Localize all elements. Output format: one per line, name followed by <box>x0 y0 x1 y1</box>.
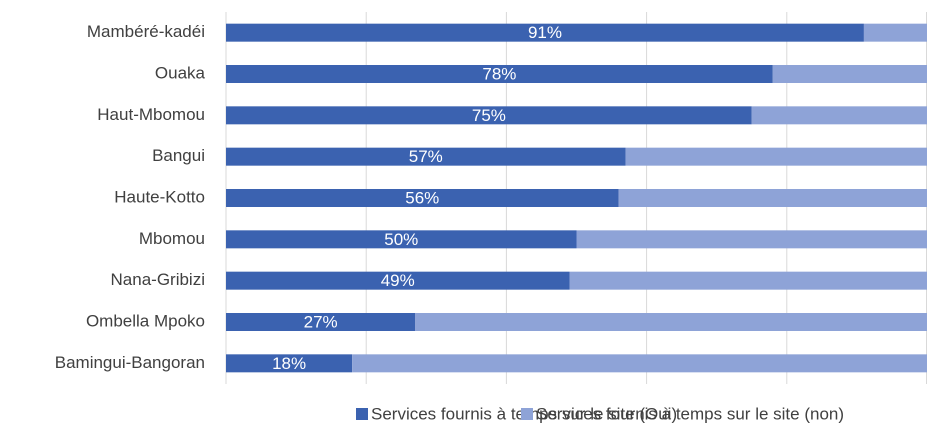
bar-segment <box>772 65 927 83</box>
bar-segment <box>226 313 416 331</box>
bar-segment <box>226 271 570 290</box>
y-tick-label: Ouaka <box>155 63 206 82</box>
legend-swatch <box>521 408 533 420</box>
bar-segment <box>352 354 927 373</box>
data-label: 50% <box>384 230 418 249</box>
bar-segment <box>569 271 927 290</box>
bar-segment <box>226 65 773 83</box>
data-label: 91% <box>528 23 562 42</box>
bar-segment <box>226 230 577 249</box>
data-label: 56% <box>405 188 439 207</box>
y-tick-label: Haut-Mbomou <box>97 105 205 124</box>
bar-segment <box>576 230 927 249</box>
data-label: 27% <box>304 312 338 331</box>
y-tick-label: Mambéré-kadéi <box>87 22 205 41</box>
legend-label: Services fournis à temps sur le site (no… <box>536 404 844 423</box>
bar-segment <box>863 23 927 42</box>
bar-segment <box>226 106 752 125</box>
y-tick-label: Bamingui-Bangoran <box>55 353 205 372</box>
data-label: 78% <box>482 64 516 83</box>
bar-segment <box>226 23 864 42</box>
bar-segment <box>625 147 927 166</box>
data-label: 49% <box>381 271 415 290</box>
y-tick-label: Ombella Mpoko <box>86 311 205 330</box>
bar-segment <box>226 189 619 207</box>
bar-segment <box>618 189 927 207</box>
bar-segment <box>751 106 927 125</box>
bar-segment <box>226 147 626 166</box>
y-tick-label: Mbomou <box>139 229 205 248</box>
data-label: 18% <box>272 354 306 373</box>
legend-swatch <box>356 408 368 420</box>
y-tick-label: Haute-Kotto <box>114 187 205 206</box>
bar-segment <box>415 313 927 331</box>
data-label: 57% <box>409 147 443 166</box>
y-tick-label: Bangui <box>152 146 205 165</box>
data-label: 75% <box>472 106 506 125</box>
y-tick-label: Nana-Gribizi <box>111 270 205 289</box>
bar-segment <box>226 354 353 373</box>
